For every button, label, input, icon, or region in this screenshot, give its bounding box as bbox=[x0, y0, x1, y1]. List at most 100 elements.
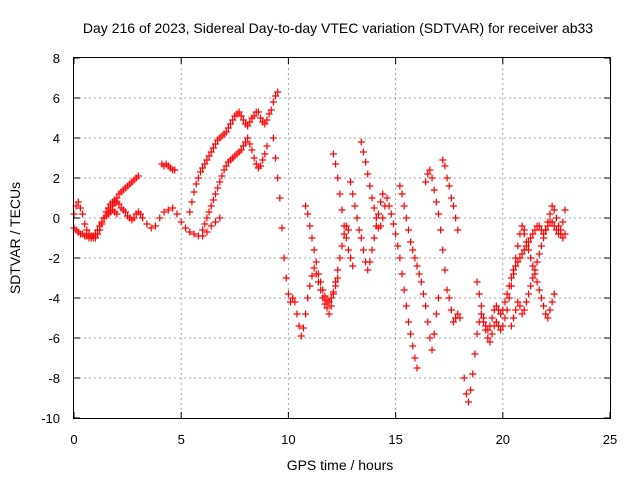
data-point bbox=[424, 318, 432, 326]
data-point bbox=[261, 150, 269, 158]
data-point bbox=[529, 274, 537, 282]
data-point bbox=[190, 188, 198, 196]
data-point bbox=[237, 146, 245, 154]
data-point bbox=[259, 156, 267, 164]
data-point bbox=[510, 314, 518, 322]
data-point bbox=[522, 238, 530, 246]
data-point bbox=[505, 282, 513, 290]
data-point bbox=[334, 174, 342, 182]
data-point bbox=[394, 242, 402, 250]
data-point bbox=[499, 322, 507, 330]
data-point bbox=[372, 214, 380, 222]
data-point bbox=[212, 190, 220, 198]
data-point bbox=[452, 214, 460, 222]
data-point bbox=[396, 182, 404, 190]
data-point bbox=[156, 214, 164, 222]
data-point bbox=[325, 310, 333, 318]
data-point bbox=[282, 274, 290, 282]
data-point bbox=[201, 220, 209, 228]
data-point bbox=[540, 234, 548, 242]
data-point bbox=[525, 246, 533, 254]
y-tick-label: -4 bbox=[48, 291, 60, 306]
data-point bbox=[308, 234, 316, 242]
data-point bbox=[272, 154, 280, 162]
data-point bbox=[344, 246, 352, 254]
data-point bbox=[199, 232, 207, 240]
data-point bbox=[514, 242, 522, 250]
data-point bbox=[203, 156, 211, 164]
data-point bbox=[289, 294, 297, 302]
data-point bbox=[250, 112, 258, 120]
data-point bbox=[561, 206, 569, 214]
data-point bbox=[400, 286, 408, 294]
data-point bbox=[559, 218, 567, 226]
x-tick-label: 10 bbox=[281, 432, 295, 447]
data-point bbox=[497, 326, 505, 334]
data-point bbox=[499, 306, 507, 314]
data-point bbox=[540, 302, 548, 310]
data-point bbox=[359, 148, 367, 156]
data-point bbox=[164, 206, 172, 214]
data-point bbox=[207, 148, 215, 156]
y-tick-label: -10 bbox=[41, 411, 60, 426]
data-point bbox=[332, 282, 340, 290]
data-point bbox=[445, 294, 453, 302]
data-point bbox=[134, 172, 142, 180]
y-tick-label: -6 bbox=[48, 331, 60, 346]
data-point bbox=[404, 318, 412, 326]
data-point bbox=[222, 162, 230, 170]
data-point bbox=[473, 330, 481, 338]
data-point bbox=[276, 194, 284, 202]
data-point bbox=[516, 254, 524, 262]
data-point bbox=[109, 202, 117, 210]
data-point bbox=[364, 170, 372, 178]
data-point bbox=[242, 138, 250, 146]
data-point bbox=[533, 258, 541, 266]
data-point bbox=[454, 310, 462, 318]
data-point bbox=[486, 338, 494, 346]
data-point bbox=[484, 326, 492, 334]
data-point bbox=[428, 346, 436, 354]
data-point bbox=[520, 230, 528, 238]
data-point bbox=[171, 166, 179, 174]
data-point bbox=[555, 222, 563, 230]
data-point bbox=[284, 290, 292, 298]
data-point bbox=[460, 374, 468, 382]
data-point bbox=[220, 166, 228, 174]
data-point bbox=[334, 266, 342, 274]
data-point bbox=[113, 194, 121, 202]
data-point bbox=[383, 194, 391, 202]
y-axis-label: SDTVAR / TECUs bbox=[7, 182, 23, 294]
data-point bbox=[503, 290, 511, 298]
y-tick-label: 4 bbox=[53, 131, 60, 146]
data-point bbox=[432, 198, 440, 206]
x-tick-label: 0 bbox=[70, 432, 77, 447]
data-point bbox=[527, 254, 535, 262]
data-point bbox=[321, 292, 329, 300]
data-point bbox=[366, 258, 374, 266]
data-point bbox=[379, 190, 387, 198]
data-point bbox=[224, 124, 232, 132]
data-point bbox=[227, 120, 235, 128]
data-point bbox=[501, 314, 509, 322]
data-point bbox=[244, 134, 252, 142]
data-point bbox=[480, 314, 488, 322]
data-point bbox=[362, 158, 370, 166]
data-point bbox=[222, 128, 230, 136]
data-point bbox=[430, 186, 438, 194]
data-point bbox=[477, 302, 485, 310]
data-point bbox=[497, 310, 505, 318]
y-tick-label: -2 bbox=[48, 251, 60, 266]
data-point bbox=[246, 140, 254, 148]
data-point bbox=[269, 98, 277, 106]
data-point bbox=[342, 234, 350, 242]
data-point bbox=[525, 290, 533, 298]
data-point bbox=[304, 210, 312, 218]
data-point bbox=[488, 314, 496, 322]
data-point bbox=[492, 318, 500, 326]
data-point bbox=[257, 162, 265, 170]
data-point bbox=[263, 116, 271, 124]
data-point bbox=[76, 204, 84, 212]
data-point bbox=[314, 270, 322, 278]
